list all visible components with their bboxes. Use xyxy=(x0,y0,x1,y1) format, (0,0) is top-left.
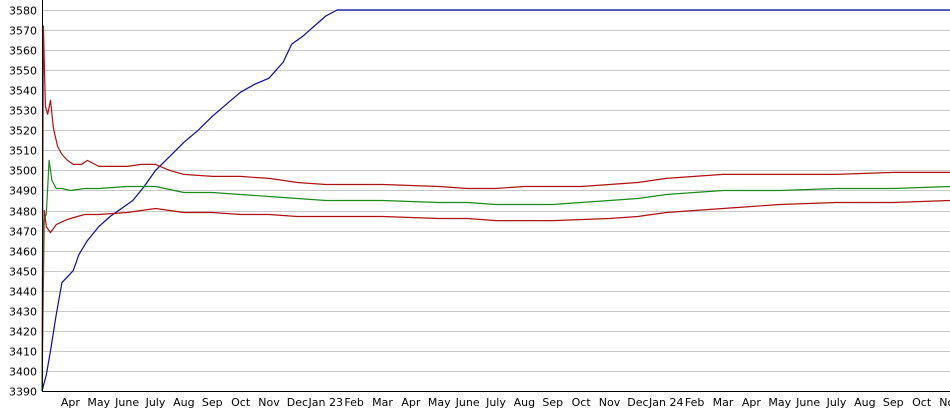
y-tick-label: 3470 xyxy=(9,226,37,239)
y-tick-label: 3490 xyxy=(9,185,37,198)
y-tick-label: 3500 xyxy=(9,165,37,178)
x-tick-label: Jan 23 xyxy=(308,396,343,409)
y-tick-label: 3580 xyxy=(9,5,37,18)
series-line-3 xyxy=(41,199,950,392)
x-tick-label: Nov xyxy=(599,396,621,409)
x-tick-label: June xyxy=(455,396,480,409)
x-tick-label: June xyxy=(114,396,139,409)
x-tick-label: Aug xyxy=(514,396,535,409)
x-tick-label: Aug xyxy=(854,396,875,409)
x-tick-label: Sep xyxy=(202,396,223,409)
y-tick-label: 3570 xyxy=(9,25,37,38)
y-tick-label: 3530 xyxy=(9,105,37,118)
x-tick-label: Oct xyxy=(231,396,251,409)
x-tick-label: Apr xyxy=(61,396,81,409)
x-tick-label: Nov xyxy=(939,396,950,409)
x-tick-label: Feb xyxy=(685,396,704,409)
series-line-4 xyxy=(41,159,950,392)
grid-lines xyxy=(42,10,950,372)
y-tick-label: 3440 xyxy=(9,286,37,299)
x-tick-label: May xyxy=(768,396,791,409)
x-tick-label: Sep xyxy=(542,396,563,409)
x-tick-label: Dec xyxy=(627,396,648,409)
x-tick-label: Nov xyxy=(258,396,280,409)
series-line-1 xyxy=(41,9,950,392)
x-tick-label: Feb xyxy=(344,396,363,409)
x-tick-label: Oct xyxy=(912,396,932,409)
x-tick-label: July xyxy=(485,396,506,409)
y-tick-label: 3410 xyxy=(9,346,37,359)
y-tick-label: 3520 xyxy=(9,125,37,138)
y-tick-label: 3460 xyxy=(9,246,37,259)
x-tick-label: Apr xyxy=(742,396,762,409)
x-tick-label: June xyxy=(795,396,820,409)
y-tick-label: 3550 xyxy=(9,65,37,78)
x-tick-label: May xyxy=(428,396,451,409)
x-tick-label: July xyxy=(826,396,847,409)
y-tick-label: 3450 xyxy=(9,266,37,279)
x-tick-label: July xyxy=(145,396,166,409)
y-tick-label: 3510 xyxy=(9,145,37,158)
series-lines xyxy=(41,9,950,392)
x-tick-label: Apr xyxy=(401,396,421,409)
x-tick-label: Aug xyxy=(173,396,194,409)
x-tick-label: Mar xyxy=(372,396,393,409)
x-axis-tick-labels: Apr May June July Aug Sep Oct Nov Dec Jan 23 Feb Ma… xyxy=(61,396,950,409)
y-tick-label: 3390 xyxy=(9,386,37,399)
y-tick-label: 3480 xyxy=(9,206,37,219)
x-tick-label: Mar xyxy=(713,396,734,409)
series-line-2 xyxy=(41,25,950,392)
y-tick-label: 3430 xyxy=(9,306,37,319)
x-tick-label: May xyxy=(87,396,110,409)
x-tick-label: Jan 24 xyxy=(648,396,683,409)
x-tick-label: Oct xyxy=(572,396,592,409)
y-tick-label: 3560 xyxy=(9,45,37,58)
y-axis-tick-labels: 3390 3400 3410 3420 3430 3440 3450 3460 3470 3480… xyxy=(9,5,37,399)
x-tick-label: Dec xyxy=(287,396,308,409)
y-tick-label: 3400 xyxy=(9,366,37,379)
x-tick-label: Sep xyxy=(883,396,904,409)
y-tick-label: 3540 xyxy=(9,85,37,98)
y-tick-label: 3420 xyxy=(9,326,37,339)
